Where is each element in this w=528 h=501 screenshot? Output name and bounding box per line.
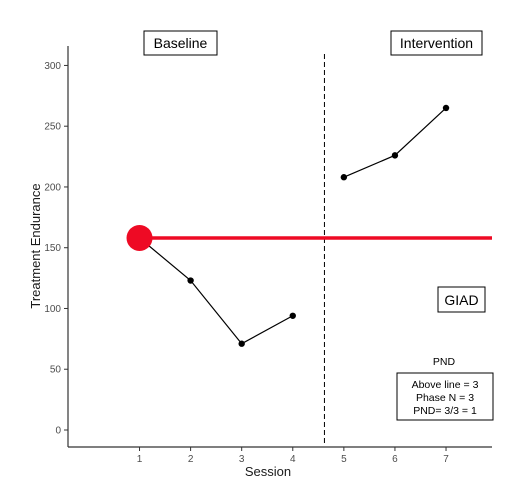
- y-tick-label: 50: [50, 365, 62, 376]
- pnd-title: PND: [433, 356, 456, 368]
- baseline-data-point: [289, 312, 296, 319]
- series-group: [136, 104, 450, 347]
- baseline-label: Baseline: [154, 35, 208, 51]
- x-tick-label: 5: [341, 454, 347, 465]
- intervention-label-box: Intervention: [390, 30, 483, 56]
- intervention-label: Intervention: [400, 35, 473, 51]
- baseline-label-frame: [143, 30, 218, 56]
- baseline-label-box: Baseline: [143, 30, 218, 56]
- x-tick-label: 2: [188, 454, 194, 465]
- x-tick-label: 6: [392, 454, 398, 465]
- baseline-data-point: [187, 277, 194, 284]
- intervention-data-point: [340, 174, 348, 181]
- pnd-box-frame: [396, 372, 494, 421]
- x-tick-label: 7: [443, 454, 449, 465]
- baseline-data-point: [238, 340, 245, 347]
- participant-label: GIAD: [444, 292, 478, 308]
- y-tick-label: 0: [55, 425, 61, 436]
- x-tick-label: 3: [239, 454, 245, 465]
- y-tick-label: 200: [44, 182, 61, 193]
- pnd-line-result: PND= 3/3 = 1: [413, 405, 477, 417]
- y-tick-label: 100: [44, 304, 61, 315]
- y-axis-title: Treatment Endurance: [28, 183, 43, 308]
- x-axis-title: Session: [245, 464, 291, 479]
- pnd-line-above: Above line = 3: [412, 379, 479, 391]
- intervention-data-point: [391, 152, 399, 159]
- axes-group: [67, 46, 492, 448]
- highlight-point: [126, 224, 153, 251]
- intervention-data-point: [442, 104, 450, 112]
- y-tick-label: 250: [44, 122, 61, 133]
- pnd-line-phase-n: Phase N = 3: [416, 392, 474, 404]
- baseline-series-line: [139, 237, 294, 345]
- x-ticks-group: 1 2 3 4 5 6 7: [137, 447, 449, 465]
- intervention-series-line: [343, 107, 447, 178]
- intervention-label-frame: [390, 30, 483, 56]
- participant-label-frame: [437, 286, 486, 313]
- y-ticks-group: 0 50 100 150 200 250 300: [44, 61, 68, 436]
- participant-label-box: GIAD: [437, 286, 486, 313]
- y-tick-label: 300: [44, 61, 61, 72]
- x-tick-label: 4: [290, 454, 296, 465]
- y-tick-label: 150: [44, 243, 61, 254]
- x-tick-label: 1: [137, 454, 143, 465]
- pnd-box: Above line = 3 Phase N = 3 PND= 3/3 = 1: [396, 372, 494, 421]
